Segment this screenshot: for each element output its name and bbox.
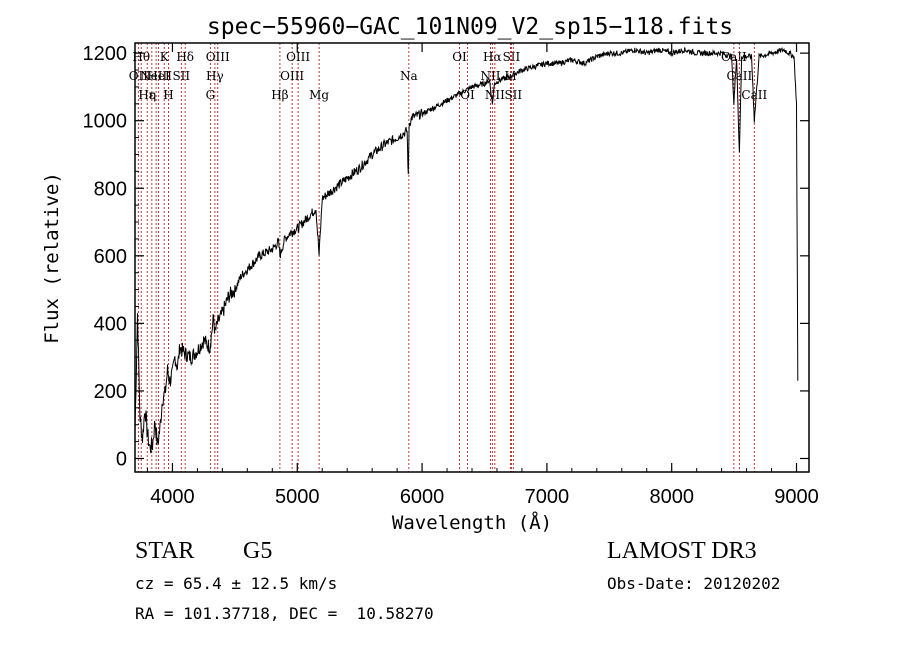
line-label: G xyxy=(206,88,216,102)
line-label: K xyxy=(160,50,170,64)
line-label: OIII xyxy=(206,50,230,64)
line-label: SII xyxy=(503,50,521,64)
line-label: CaII xyxy=(726,69,752,83)
line-markers: OIIHθHηεNeIIIHeIKHSIIHδGHγOIIIHβOIIIOIII… xyxy=(129,43,767,472)
plot-frame xyxy=(134,42,810,473)
y-tick-label: 1000 xyxy=(83,111,128,133)
line-label: SII xyxy=(172,69,190,83)
x-tick-label: 5000 xyxy=(275,486,320,508)
x-tick-label: 8000 xyxy=(649,486,694,508)
y-tick-label: 200 xyxy=(94,381,127,403)
object-class: STAR xyxy=(135,538,195,564)
line-label: Hδ xyxy=(176,50,194,64)
y-axis-label: Flux (relative) xyxy=(41,172,63,344)
axis-ticks: 4000 5000 6000 7000 8000 9000 0 200 400 600 800 100… xyxy=(83,43,819,508)
spectrum-line xyxy=(134,47,799,454)
obs-date: Obs-Date: 20120202 xyxy=(607,574,781,593)
line-label: Mg xyxy=(309,88,329,102)
line-label: CaII xyxy=(741,88,767,102)
line-label: HeI xyxy=(147,69,170,83)
line-label: OIII xyxy=(286,50,310,64)
line-label: CaII xyxy=(721,50,747,64)
y-tick-label: 400 xyxy=(94,313,127,335)
line-label: OIII xyxy=(280,69,304,83)
line-label: NII xyxy=(485,88,505,102)
x-tick-label: 9000 xyxy=(774,486,819,508)
x-tick-label: 4000 xyxy=(150,486,195,508)
line-label: Hα xyxy=(483,50,502,64)
y-tick-label: 1200 xyxy=(83,43,128,65)
line-label: OI xyxy=(460,88,475,102)
survey-name: LAMOST DR3 xyxy=(607,538,757,564)
line-label: Hγ xyxy=(206,69,224,83)
line-label: OI xyxy=(452,50,467,64)
x-axis-label: Wavelength (Å) xyxy=(392,511,552,534)
line-label: SII xyxy=(504,88,522,102)
redshift-text: cz = 65.4 ± 12.5 km/s xyxy=(135,574,338,593)
chart-title: spec−55960−GAC_101N09_V2_sp15−118.fits xyxy=(207,14,733,40)
line-label: Hβ xyxy=(271,88,288,102)
line-label: OII xyxy=(129,69,149,83)
spectrum-layer xyxy=(134,47,799,454)
x-tick-label: 6000 xyxy=(400,486,445,508)
line-label: Na xyxy=(400,69,418,83)
spectrum-chart: spec−55960−GAC_101N09_V2_sp15−118.fits O… xyxy=(41,14,819,534)
coordinates-text: RA = 101.37718, DEC = 10.58270 xyxy=(135,604,434,623)
line-label: ε xyxy=(149,88,155,102)
y-tick-label: 800 xyxy=(94,178,127,200)
subclass: G5 xyxy=(243,538,273,564)
line-label: NII xyxy=(480,69,500,83)
y-tick-label: 0 xyxy=(116,448,127,470)
y-tick-label: 600 xyxy=(94,246,127,268)
x-tick-label: 7000 xyxy=(525,486,570,508)
line-label: H xyxy=(163,88,173,102)
